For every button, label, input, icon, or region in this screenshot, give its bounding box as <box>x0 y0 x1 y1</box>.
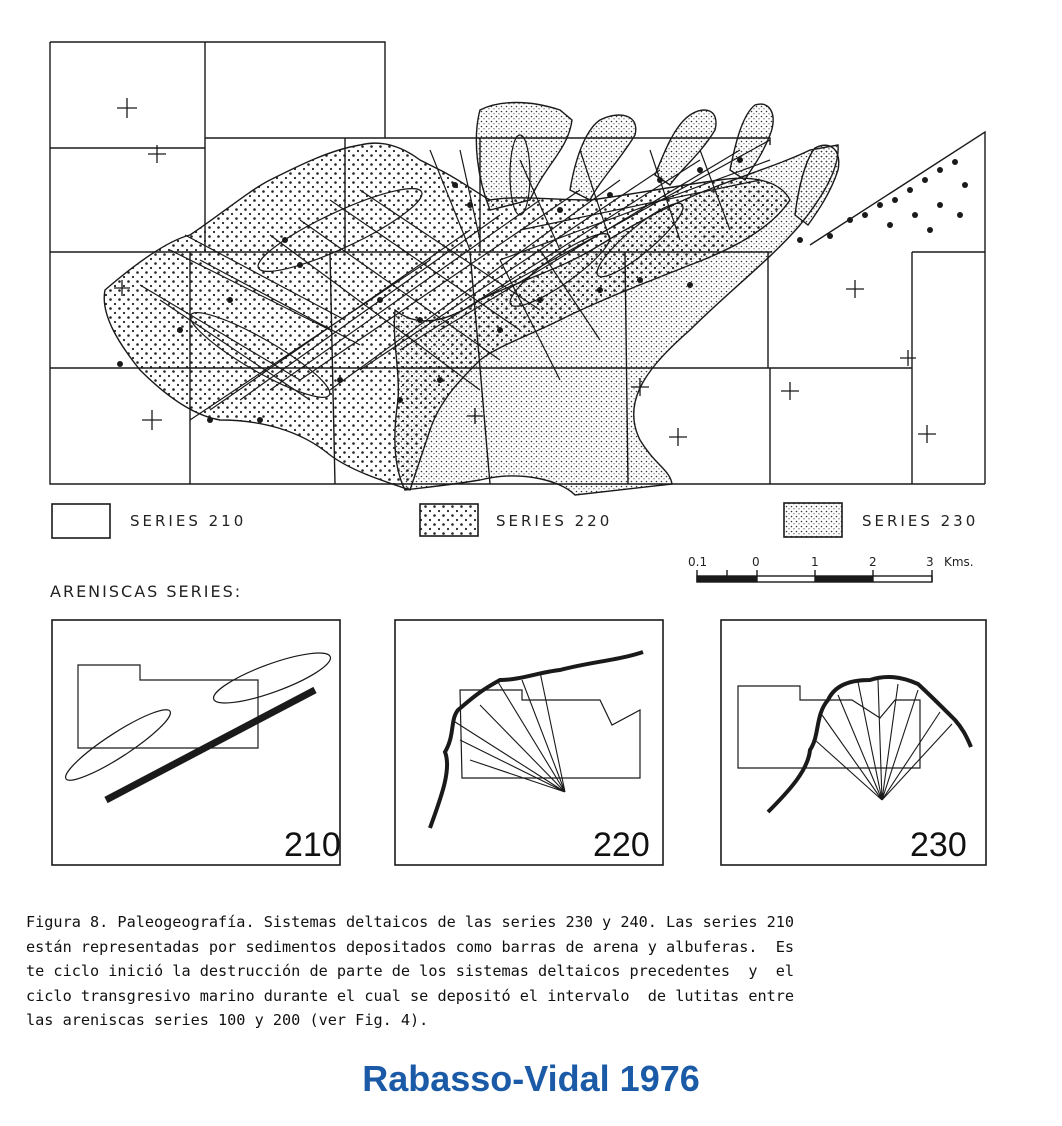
panel-230-frame <box>720 619 987 866</box>
main-map <box>49 41 986 496</box>
panel-number-220: 220 <box>593 826 650 864</box>
scale-tick-4: 3 <box>926 555 934 569</box>
legend-box-210 <box>51 503 111 539</box>
well-markers <box>114 98 936 446</box>
figure-caption: Figura 8. Paleogeografía. Sistemas delta… <box>26 910 1036 1033</box>
well-dots <box>117 157 968 423</box>
caption-line: te ciclo inició la destrucción de parte … <box>26 962 795 980</box>
sand-bar-lines <box>139 134 771 421</box>
legend-label-230: SERIES 230 <box>862 512 979 530</box>
caption-line: están representadas por sedimentos depos… <box>26 937 795 956</box>
legend-box-230 <box>783 502 843 538</box>
series-230-lobe-3 <box>654 109 717 186</box>
legend-box-220 <box>419 503 479 537</box>
caption-line: las areniscas series 100 y 200 (ver Fig.… <box>26 1011 429 1029</box>
legend-label-220: SERIES 220 <box>496 512 613 530</box>
inset-panels <box>51 619 987 866</box>
scale-tick-0: 0.1 <box>688 555 708 569</box>
scale-bar <box>696 570 933 583</box>
scale-unit: Kms. <box>944 555 974 569</box>
credit-line: Rabasso-Vidal 1976 <box>362 1058 700 1099</box>
panel-number-210: 210 <box>284 826 341 864</box>
panel-number-230: 230 <box>910 826 967 864</box>
series-220-area <box>103 142 791 491</box>
series-230-lobe-1 <box>475 101 573 211</box>
map-grid <box>49 41 986 485</box>
series-230-lobe-5 <box>794 144 840 227</box>
scale-tick-2: 1 <box>811 555 819 569</box>
scale-tick-1: 0 <box>752 555 760 569</box>
panel-210-frame <box>51 619 341 866</box>
caption-line: Figura 8. Paleogeografía. Sistemas delta… <box>26 913 795 931</box>
legend-label-210: SERIES 210 <box>130 512 247 530</box>
panel-220-frame <box>394 619 664 866</box>
caption-line: ciclo transgresivo marino durante el cua… <box>26 986 795 1005</box>
section-title: ARENISCAS SERIES: <box>50 582 243 601</box>
legend-boxes <box>51 502 843 539</box>
series-230-lobe-2 <box>569 114 637 201</box>
scale-tick-3: 2 <box>869 555 877 569</box>
